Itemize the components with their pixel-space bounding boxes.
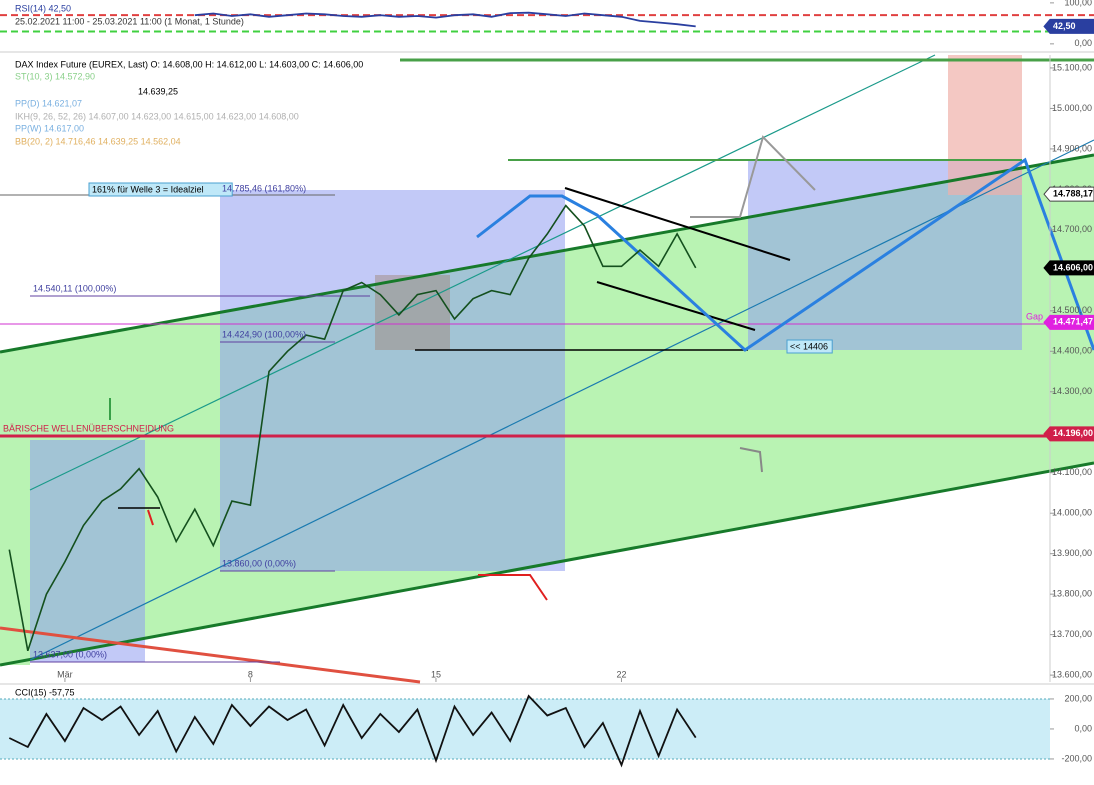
- channel-line: [29, 54, 936, 491]
- annotation: 14.424,90 (100,00%): [222, 329, 306, 339]
- price-tag-label: 14.196,00: [1053, 428, 1093, 438]
- y-tick-label: 14.700,00: [1052, 224, 1092, 234]
- y-tick-label: 0,00: [1074, 38, 1092, 48]
- y-tick-label: 13.700,00: [1052, 629, 1092, 639]
- annotation: 13.637,00 (0,00%): [33, 649, 107, 659]
- trend-line: [0, 626, 421, 684]
- zone: [375, 275, 450, 350]
- annotation-box: [88, 182, 233, 197]
- y-tick-label: 13.800,00: [1052, 589, 1092, 599]
- x-tick-label: 8: [248, 669, 253, 679]
- x-tick-label: Mär: [57, 669, 73, 679]
- annotation: 14.540,11 (100,00%): [33, 283, 116, 293]
- price-tag: [1043, 426, 1094, 442]
- series-line: [8, 204, 697, 652]
- indicator-label: DAX Index Future (EUREX, Last) O: 14.608…: [15, 59, 363, 69]
- x-tick-label: 22: [616, 669, 626, 679]
- price-tag-label: 14.606,00: [1053, 262, 1093, 272]
- drawings: [0, 51, 1094, 685]
- y-tick-label: 14.500,00: [1052, 305, 1092, 315]
- indicator-label: CCI(15) -57,75: [15, 687, 75, 697]
- wedge-line: [564, 187, 791, 261]
- annotation-box: [786, 339, 833, 354]
- indicator-label: PP(D) 14.621,07: [15, 98, 82, 108]
- price-tag: [1043, 186, 1094, 202]
- y-tick-label: 15.000,00: [1052, 103, 1092, 113]
- y-tick-label: 15.100,00: [1052, 62, 1092, 72]
- y-tick-label: 0,00: [1074, 723, 1092, 733]
- series-line: [8, 694, 697, 768]
- y-tick-label: 14.100,00: [1052, 467, 1092, 477]
- series-line: [194, 11, 696, 28]
- price-tag: [1043, 314, 1094, 330]
- zone: [220, 190, 565, 571]
- forecast-path: [690, 135, 816, 218]
- zone: [30, 440, 145, 662]
- arrow: [147, 509, 154, 526]
- y-tick-label: 13.900,00: [1052, 548, 1092, 558]
- y-tick-label: 200,00: [1064, 693, 1092, 703]
- annotation: 161% für Welle 3 = Idealziel: [92, 184, 204, 194]
- price-tag-label: 42,50: [1053, 21, 1076, 31]
- y-tick-label: -200,00: [1061, 753, 1092, 763]
- x-tick-label: 15: [431, 669, 441, 679]
- annotation: Gap: [1026, 311, 1043, 321]
- indicator-label: 14.639,25: [138, 86, 178, 96]
- annotation: << 14406: [790, 341, 828, 351]
- price-tag: [1043, 18, 1094, 34]
- wave-path: [476, 157, 1094, 352]
- y-tick-label: 14.900,00: [1052, 143, 1092, 153]
- wedge-line: [596, 281, 756, 331]
- annotation: BÄRISCHE WELLENÜBERSCHNEIDUNG: [3, 423, 174, 433]
- indicator-label: BB(20, 2) 14.716,46 14.639,25 14.562,04: [15, 136, 181, 146]
- trend-line: [0, 461, 1094, 667]
- annotation: 14.785,46 (161,80%): [222, 183, 306, 193]
- indicator-label: PP(W) 14.617,00: [15, 123, 84, 133]
- price-tag-label: 14.471,47: [1053, 317, 1093, 327]
- y-tick-label: 14.000,00: [1052, 508, 1092, 518]
- price-tag: [1043, 260, 1094, 276]
- y-tick-label: 13.600,00: [1052, 669, 1092, 679]
- y-tick-label: 14.300,00: [1052, 386, 1092, 396]
- y-tick-label: 100,00: [1064, 0, 1092, 7]
- indicator-label: IKH(9, 26, 52, 26) 14.607,00 14.623,00 1…: [15, 111, 299, 121]
- arrow: [739, 447, 763, 473]
- indicator-label: ST(10, 3) 14.572,90: [15, 71, 95, 81]
- channel-line: [29, 139, 1094, 661]
- trend-line: [0, 153, 1094, 354]
- band: [0, 698, 1050, 759]
- y-tick-label: 14.400,00: [1052, 346, 1092, 356]
- indicator-label: RSI(14) 42,50: [15, 3, 71, 13]
- price-tag-label: 14.788,17: [1053, 189, 1093, 199]
- indicator-label: 25.02.2021 11:00 - 25.03.2021 11:00 (1 M…: [15, 16, 244, 26]
- arrow: [478, 574, 548, 601]
- annotation: 13.860,00 (0,00%): [222, 558, 296, 568]
